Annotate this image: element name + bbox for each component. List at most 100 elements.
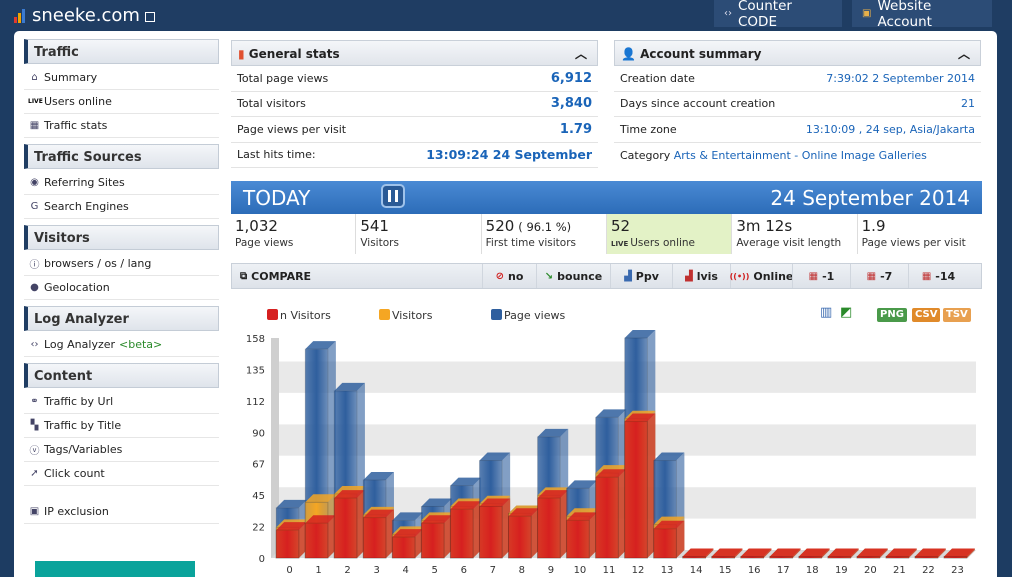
general-stats-header[interactable]: ▮ General stats ︿ xyxy=(231,40,598,66)
bar-n-visitors[interactable] xyxy=(304,522,329,559)
compare-calendar-minus7-button[interactable]: ▦ -7 xyxy=(850,264,908,288)
account-value: 7:39:02 2 September 2014 xyxy=(826,71,975,85)
sidebar-item-log-analyzer[interactable]: ‹› Log Analyzer <beta> xyxy=(24,333,219,357)
bar-top xyxy=(421,498,453,507)
bar-n-visitors[interactable] xyxy=(362,517,387,559)
account-value: 13:10:09 , 24 sep, Asia/Jakarta xyxy=(805,122,975,136)
bar-top xyxy=(450,501,482,510)
bar-n-visitors[interactable] xyxy=(537,497,561,559)
sidebar-item-traffic-by-url[interactable]: ⚭ Traffic by Url xyxy=(24,390,219,414)
bar-chart-type-icon[interactable]: ▥ xyxy=(820,305,833,320)
compare-calendar-minus14-button[interactable]: ▦ -14 xyxy=(908,264,968,288)
bar-n-visitors[interactable] xyxy=(275,529,300,559)
bar-n-visitors[interactable] xyxy=(827,556,852,559)
sidebar-item-geolocation[interactable]: ● Geolocation xyxy=(24,276,219,300)
bar-n-visitors[interactable] xyxy=(682,556,706,559)
bar-side xyxy=(705,548,714,558)
collapse-icon[interactable]: ︿ xyxy=(957,47,970,61)
bar-n-visitors[interactable] xyxy=(711,556,735,559)
sidebar-item-referring-sites[interactable]: ◉ Referring Sites xyxy=(24,171,219,195)
legend-label[interactable]: Visitors xyxy=(392,309,433,322)
bar-n-visitors[interactable] xyxy=(653,528,677,559)
compare-broadcast-button[interactable]: ((•)) Online xyxy=(730,264,793,288)
bar-n-visitors[interactable] xyxy=(885,556,910,559)
bar-top xyxy=(363,509,394,518)
bounce-icon: ↘ xyxy=(544,270,554,282)
bar-top xyxy=(798,548,830,557)
hourly-chart: n Visitors Visitors Page views022456790112… xyxy=(246,309,976,573)
export-tsv-button[interactable]: TSV xyxy=(943,308,971,322)
compare-label-text: -7 xyxy=(880,269,893,283)
collapse-icon[interactable]: ︿ xyxy=(574,47,587,61)
sidebar-item-label: Traffic by Url xyxy=(44,395,114,408)
stat-value: 1,032 xyxy=(235,217,351,235)
globe-icon: ◉ xyxy=(30,177,39,188)
account-summary-title: Account summary xyxy=(640,47,762,61)
sidebar-item-ip-exclusion[interactable]: ▣ IP exclusion xyxy=(24,500,219,524)
bar-n-visitors[interactable] xyxy=(595,476,619,559)
sidebar-item-click-count[interactable]: ➚ Click count xyxy=(24,462,219,486)
export-png-button[interactable]: PNG xyxy=(877,308,907,322)
stat-number: 3m 12s xyxy=(736,217,793,235)
account-label: Time zone xyxy=(620,122,677,136)
sidebar-item-traffic-by-title[interactable]: ▚ Traffic by Title xyxy=(24,414,219,438)
bar-side xyxy=(908,548,917,558)
bar-top xyxy=(276,522,307,531)
bar-n-visitors[interactable] xyxy=(391,536,416,559)
bar-top xyxy=(740,548,772,557)
compare-bounce-button[interactable]: ↘ bounce xyxy=(536,264,610,288)
external-link-icon[interactable] xyxy=(144,11,155,22)
sidebar-item-search-engines[interactable]: G Search Engines xyxy=(24,195,219,219)
counter-code-button[interactable]: ‹› Counter CODE xyxy=(714,0,842,30)
stat-users-online[interactable]: 52 LIVE Users online xyxy=(606,214,733,254)
live-icon: LIVE xyxy=(28,98,43,105)
compare-chart-red-button[interactable]: ▟ lvis xyxy=(672,264,730,288)
area-chart-type-icon[interactable]: ◩ xyxy=(840,305,853,320)
google-icon: G xyxy=(30,201,39,212)
bar-side xyxy=(792,548,801,558)
compare-chart-button[interactable]: ▟ Ppv xyxy=(610,264,672,288)
sidebar-item-tags-variables[interactable]: ⓥ Tags/Variables xyxy=(24,438,219,462)
sidebar-item-traffic-stats[interactable]: ▦ Traffic stats xyxy=(24,114,219,138)
stat-average-visit-length: 3m 12s Average visit length xyxy=(732,214,858,254)
bar-n-visitors[interactable] xyxy=(478,505,503,559)
bar-n-visitors[interactable] xyxy=(798,556,823,559)
bar-n-visitors[interactable] xyxy=(943,556,968,559)
legend-label[interactable]: n Visitors xyxy=(280,309,331,322)
bar-n-visitors[interactable] xyxy=(624,421,648,559)
bar-n-visitors[interactable] xyxy=(449,508,474,559)
compare-calendar-minus1-button[interactable]: ▦ -1 xyxy=(792,264,850,288)
sidebar-item-summary[interactable]: ⌂ Summary xyxy=(24,66,219,90)
code-icon: ‹› xyxy=(30,339,39,350)
bar-n-visitors[interactable] xyxy=(566,519,590,559)
export-csv-button[interactable]: CSV xyxy=(912,308,941,322)
sidebar-item-label: Summary xyxy=(44,71,98,84)
home-icon: ⌂ xyxy=(31,72,38,83)
bar-side xyxy=(356,490,365,558)
bar-n-visitors[interactable] xyxy=(914,556,939,559)
general-stats-panel: ▮ General stats ︿ Total page views 6,912 To… xyxy=(231,40,598,168)
y-tick-label: 67 xyxy=(252,460,265,471)
x-tick-label: 11 xyxy=(603,565,616,573)
sidebar-item-browsers-os-lang[interactable]: ⓘ browsers / os / lang xyxy=(24,252,219,276)
legend-label[interactable]: Page views xyxy=(504,309,565,322)
bar-n-visitors[interactable] xyxy=(856,556,881,559)
bar-n-visitors[interactable] xyxy=(740,556,765,559)
brand-logo[interactable]: sneeke.com xyxy=(14,5,155,26)
website-account-button[interactable]: ▣ Website Account xyxy=(852,0,992,30)
sidebar-item-users-online[interactable]: LIVE Users online xyxy=(24,90,219,114)
bar-top xyxy=(508,508,540,517)
compare-no-button[interactable]: ⊘ no xyxy=(482,264,536,288)
bar-n-visitors[interactable] xyxy=(769,556,794,559)
stat-number: 1.9 xyxy=(861,217,886,235)
bar-n-visitors[interactable] xyxy=(333,497,358,559)
bar-n-visitors[interactable] xyxy=(420,522,445,559)
stat-label-text: Users online xyxy=(630,237,696,249)
sidebar-section-traffic-sources: Traffic Sources xyxy=(24,144,219,169)
bar-side xyxy=(618,469,627,558)
pause-button[interactable] xyxy=(381,184,405,208)
category-link[interactable]: Arts & Entertainment - Online Image Gall… xyxy=(673,148,927,162)
bar-n-visitors[interactable] xyxy=(508,515,532,559)
bar-side xyxy=(560,490,569,558)
account-summary-header[interactable]: 👤 Account summary ︿ xyxy=(614,40,981,66)
